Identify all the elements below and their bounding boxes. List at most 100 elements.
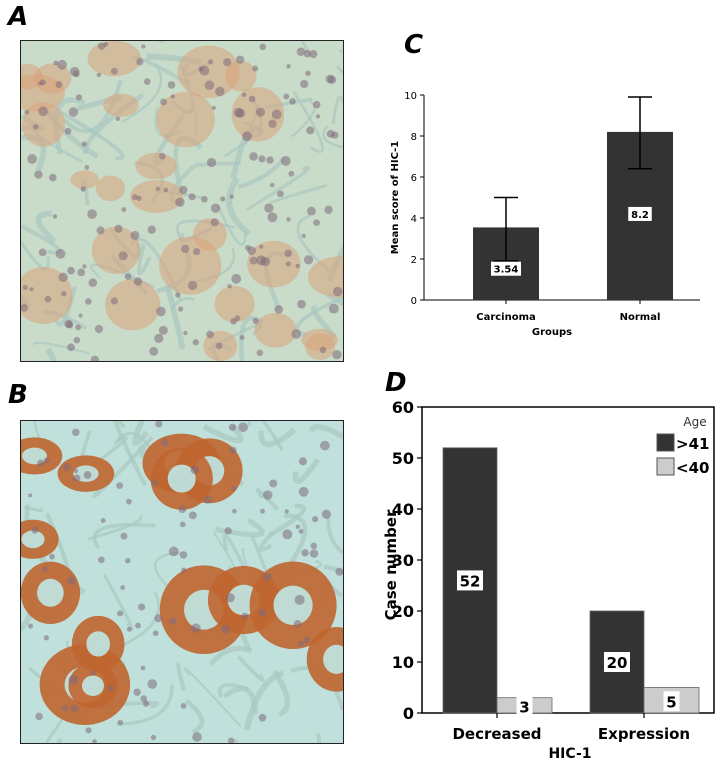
x-tick-label-c: Carcinoma <box>476 312 536 323</box>
stroma-fiber <box>258 427 297 448</box>
x-tick-label-d: Decreased <box>452 725 541 743</box>
legend-label-d: >41 <box>676 435 709 453</box>
cell-nucleus <box>41 566 48 572</box>
bar-c <box>607 131 673 300</box>
stroma-fiber <box>222 686 258 715</box>
cell-nucleus <box>266 156 274 164</box>
y-axis-title-c: Mean score of HIC-1 <box>390 141 401 255</box>
bar-d <box>643 687 700 714</box>
cell-nucleus <box>126 498 132 505</box>
cell-nucleus <box>75 94 83 101</box>
cell-nucleus <box>284 249 293 257</box>
value-label-bg-d <box>604 652 630 672</box>
cell-nucleus <box>295 524 301 529</box>
stroma-fiber <box>113 421 148 487</box>
stained-cell-cluster <box>214 285 255 323</box>
cell-nucleus <box>284 509 289 514</box>
cell-nucleus <box>241 612 249 620</box>
cell-nucleus <box>223 58 232 67</box>
cell-nucleus <box>152 630 159 637</box>
cell-nucleus <box>126 626 132 632</box>
cell-nucleus <box>224 527 232 535</box>
value-label-d: 5 <box>666 693 676 711</box>
plot-frame-d <box>421 406 715 714</box>
stroma-fiber <box>315 732 321 743</box>
cell-nucleus <box>258 713 267 722</box>
cell-nucleus <box>151 479 158 486</box>
value-label-bg-d <box>663 691 680 712</box>
cell-nucleus <box>68 674 79 685</box>
cell-nucleus <box>305 70 311 77</box>
cell-nucleus <box>227 737 235 743</box>
cell-nucleus <box>328 303 339 314</box>
cell-nucleus <box>264 203 274 213</box>
cell-nucleus <box>110 297 118 305</box>
cell-nucleus <box>249 152 258 161</box>
y-tick-label-d: 20 <box>392 602 414 621</box>
stained-cell-cluster <box>21 102 66 147</box>
cell-nucleus <box>230 318 237 325</box>
stroma-fiber <box>300 41 311 55</box>
cell-nucleus <box>161 438 169 447</box>
cell-nucleus <box>179 521 186 528</box>
micrograph-a-image <box>21 41 343 361</box>
cell-nucleus <box>183 330 188 336</box>
stroma-fiber <box>176 662 187 692</box>
cell-nucleus <box>229 446 237 454</box>
cell-nucleus <box>221 624 230 634</box>
value-label-d: 20 <box>607 654 628 672</box>
cell-nucleus <box>90 670 96 676</box>
cell-nucleus <box>72 70 80 78</box>
stroma-fiber <box>335 64 343 75</box>
cell-nucleus <box>21 303 29 312</box>
cell-nucleus <box>24 109 30 115</box>
gland-lumen <box>273 585 313 625</box>
cell-nucleus <box>198 66 204 72</box>
cell-nucleus <box>83 471 92 479</box>
cell-nucleus <box>38 81 43 86</box>
stroma-fiber <box>243 670 285 731</box>
cell-nucleus <box>269 479 278 488</box>
bar-c <box>473 227 539 300</box>
cell-nucleus <box>67 266 75 275</box>
stroma-fiber <box>56 737 63 743</box>
stroma-fiber <box>308 423 343 440</box>
cell-nucleus <box>94 324 104 334</box>
cell-nucleus <box>206 330 214 339</box>
cell-nucleus <box>269 182 275 188</box>
stained-cell-cluster <box>254 312 297 348</box>
panel-label-a: A <box>8 2 29 32</box>
stained-cell-cluster <box>105 279 161 331</box>
stroma-fiber <box>217 206 247 246</box>
cell-nucleus <box>289 98 296 105</box>
gland-lumen <box>81 675 104 696</box>
cell-nucleus <box>80 186 86 192</box>
cell-nucleus <box>55 81 63 88</box>
cell-nucleus <box>227 284 232 289</box>
value-label-bg-c <box>491 261 521 276</box>
cell-nucleus <box>58 272 68 282</box>
stroma-fiber <box>268 503 307 538</box>
cell-nucleus <box>231 485 237 491</box>
cell-nucleus <box>309 50 318 59</box>
cell-nucleus <box>124 273 132 280</box>
gland-lumen <box>21 530 45 549</box>
stroma-fiber <box>291 100 316 138</box>
cell-nucleus <box>85 727 92 734</box>
cell-nucleus <box>147 679 158 689</box>
cell-nucleus <box>49 173 57 182</box>
cell-nucleus <box>190 465 200 475</box>
cell-nucleus <box>324 205 333 214</box>
gland-lumen <box>37 578 64 607</box>
stroma-fiber <box>326 517 343 554</box>
cell-nucleus <box>306 126 315 135</box>
cell-nucleus <box>88 278 98 287</box>
cell-nucleus <box>116 482 124 490</box>
value-label-d: 52 <box>460 572 481 590</box>
cell-nucleus <box>335 567 343 576</box>
stained-cell-cluster <box>130 179 184 213</box>
cell-nucleus <box>192 339 199 346</box>
micrograph-a <box>20 40 344 362</box>
y-tick-label-d: 50 <box>392 449 414 468</box>
cell-nucleus <box>332 286 343 297</box>
